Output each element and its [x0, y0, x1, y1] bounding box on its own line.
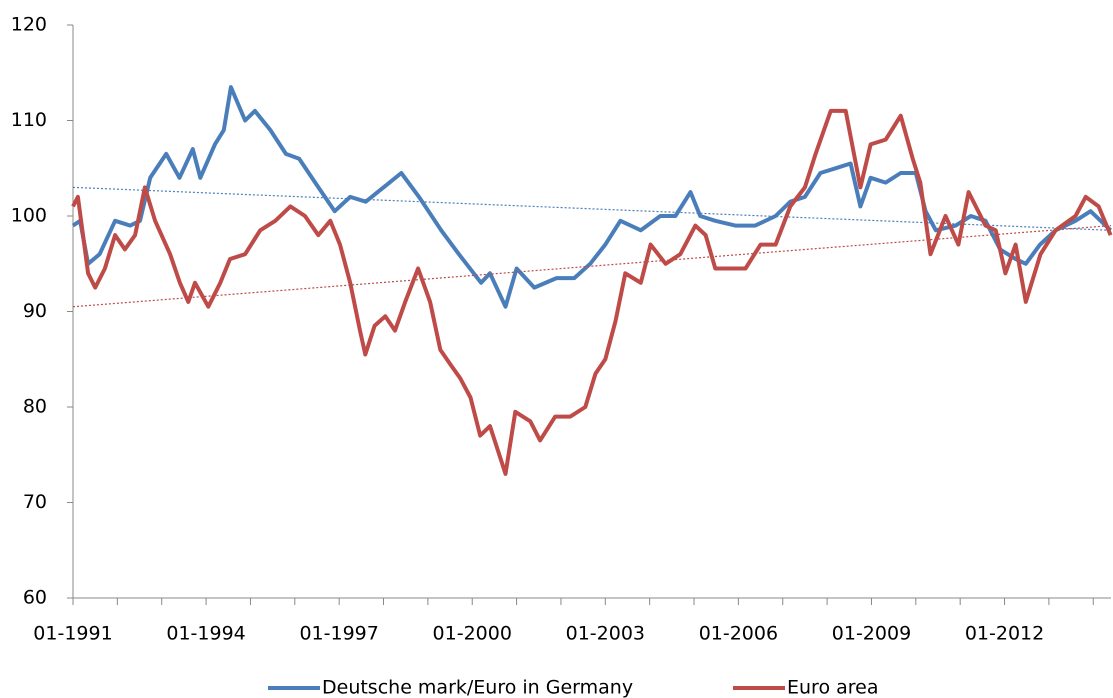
legend-label: Deutsche mark/Euro in Germany	[322, 677, 633, 698]
y-tick-label: 80	[23, 396, 47, 418]
x-tick-label: 01-1997	[299, 623, 378, 645]
y-tick-label: 60	[23, 587, 47, 609]
x-tick-label: 01-1994	[166, 623, 245, 645]
y-tick-label: 110	[11, 109, 47, 131]
legend-label: Euro area	[787, 677, 878, 698]
x-tick-label: 01-2006	[699, 623, 778, 645]
y-tick-label: 120	[11, 14, 47, 36]
x-tick-label: 01-2000	[433, 623, 512, 645]
x-tick-label: 01-2012	[965, 623, 1044, 645]
trend-line	[72, 186, 1112, 231]
y-tick-label: 100	[11, 205, 47, 227]
x-tick-label: 01-1991	[33, 623, 112, 645]
data-line	[71, 85, 1112, 309]
y-tick-label: 90	[23, 300, 47, 322]
x-tick-label: 01-2009	[832, 623, 911, 645]
trend-line	[72, 224, 1112, 308]
data-line	[71, 108, 1113, 476]
y-tick-label: 70	[23, 491, 47, 513]
x-tick-label: 01-2003	[566, 623, 645, 645]
